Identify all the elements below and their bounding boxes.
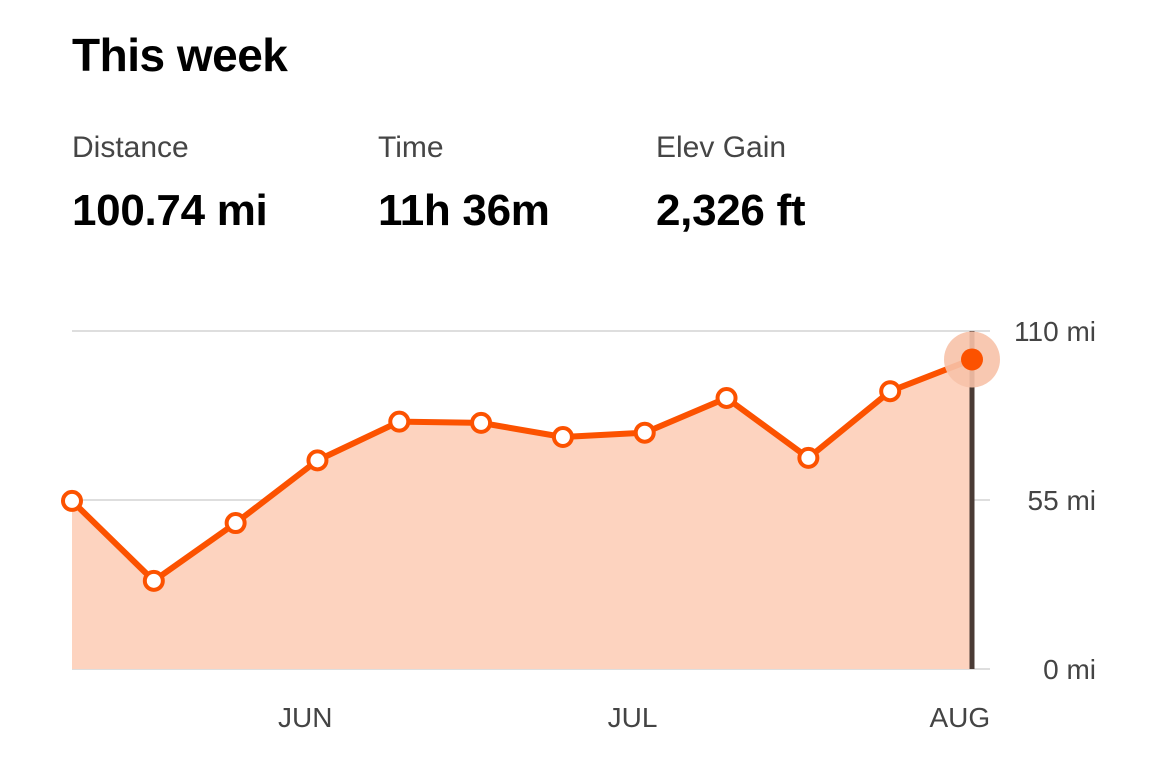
distance-area-fill	[72, 359, 972, 669]
data-point-7[interactable]	[633, 421, 656, 444]
stat-distance-label: Distance	[72, 131, 189, 164]
stat-distance-value: 100.74 mi	[72, 186, 268, 235]
distance-series-line	[69, 356, 975, 584]
y-tick-label-0: 110 mi	[1014, 316, 1096, 347]
stat-time-value: 11h 36m	[378, 186, 550, 235]
data-point-5[interactable]	[470, 411, 493, 434]
selected-data-point[interactable]	[961, 348, 983, 371]
weekly-stats: Distance 100.74 mi Time 11h 36m Elev Gai…	[72, 130, 1170, 240]
data-point-3[interactable]	[306, 449, 329, 472]
page-title: This week	[72, 29, 288, 81]
stat-elev-gain-label: Elev Gain	[656, 131, 787, 164]
y-axis-labels: 110 mi 55 mi 0 mi	[1014, 316, 1096, 685]
data-point-1[interactable]	[142, 569, 165, 592]
stat-elev-gain: Elev Gain 2,326 ft	[656, 130, 806, 236]
stat-time-label: Time	[378, 131, 444, 164]
stat-elev-gain-value: 2,326 ft	[656, 186, 806, 235]
x-axis-labels: JUN JUL AUG	[278, 702, 990, 733]
x-tick-label-2: AUG	[929, 702, 990, 733]
stat-time: Time 11h 36m	[378, 130, 550, 236]
data-point-0[interactable]	[61, 489, 83, 512]
data-points	[61, 331, 1000, 592]
data-point-9[interactable]	[797, 446, 820, 469]
x-tick-label-1: JUL	[608, 702, 658, 733]
data-point-8[interactable]	[715, 386, 738, 409]
data-point-6[interactable]	[551, 426, 574, 449]
y-tick-label-1: 55 mi	[1028, 485, 1096, 516]
y-tick-label-2: 0 mi	[1043, 654, 1096, 685]
data-point-2[interactable]	[224, 512, 247, 535]
data-point-4[interactable]	[388, 410, 411, 433]
x-tick-label-0: JUN	[278, 702, 332, 733]
stat-distance: Distance 100.74 mi	[72, 130, 268, 236]
data-point-10[interactable]	[879, 380, 902, 403]
